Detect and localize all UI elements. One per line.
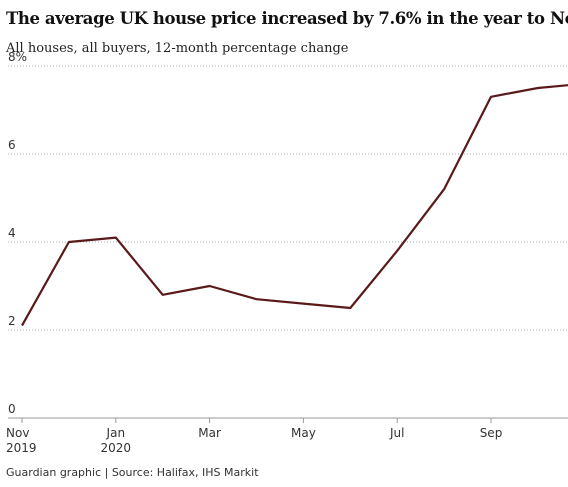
y-tick-label: 0	[8, 402, 16, 416]
chart-title: The average UK house price increased by …	[6, 9, 568, 28]
chart-subtitle: All houses, all buyers, 12-month percent…	[5, 41, 349, 56]
x-tick-label: Jan 2020	[100, 426, 132, 455]
x-tick-label: May	[290, 426, 316, 440]
x-tick-label: Jul	[389, 426, 405, 440]
y-tick-label: 2	[8, 314, 16, 328]
y-tick-label: 8%	[8, 50, 27, 64]
x-tick-label: Nov 2019	[6, 426, 37, 455]
x-tick-label: Sep	[479, 426, 503, 440]
y-tick-label: 6	[8, 138, 16, 152]
x-tick-label: Mar	[198, 426, 221, 440]
line	[21, 84, 568, 327]
source: Guardian graphic | Source: Halifax, IHS …	[6, 466, 259, 479]
y-tick-label: 4	[8, 226, 16, 240]
